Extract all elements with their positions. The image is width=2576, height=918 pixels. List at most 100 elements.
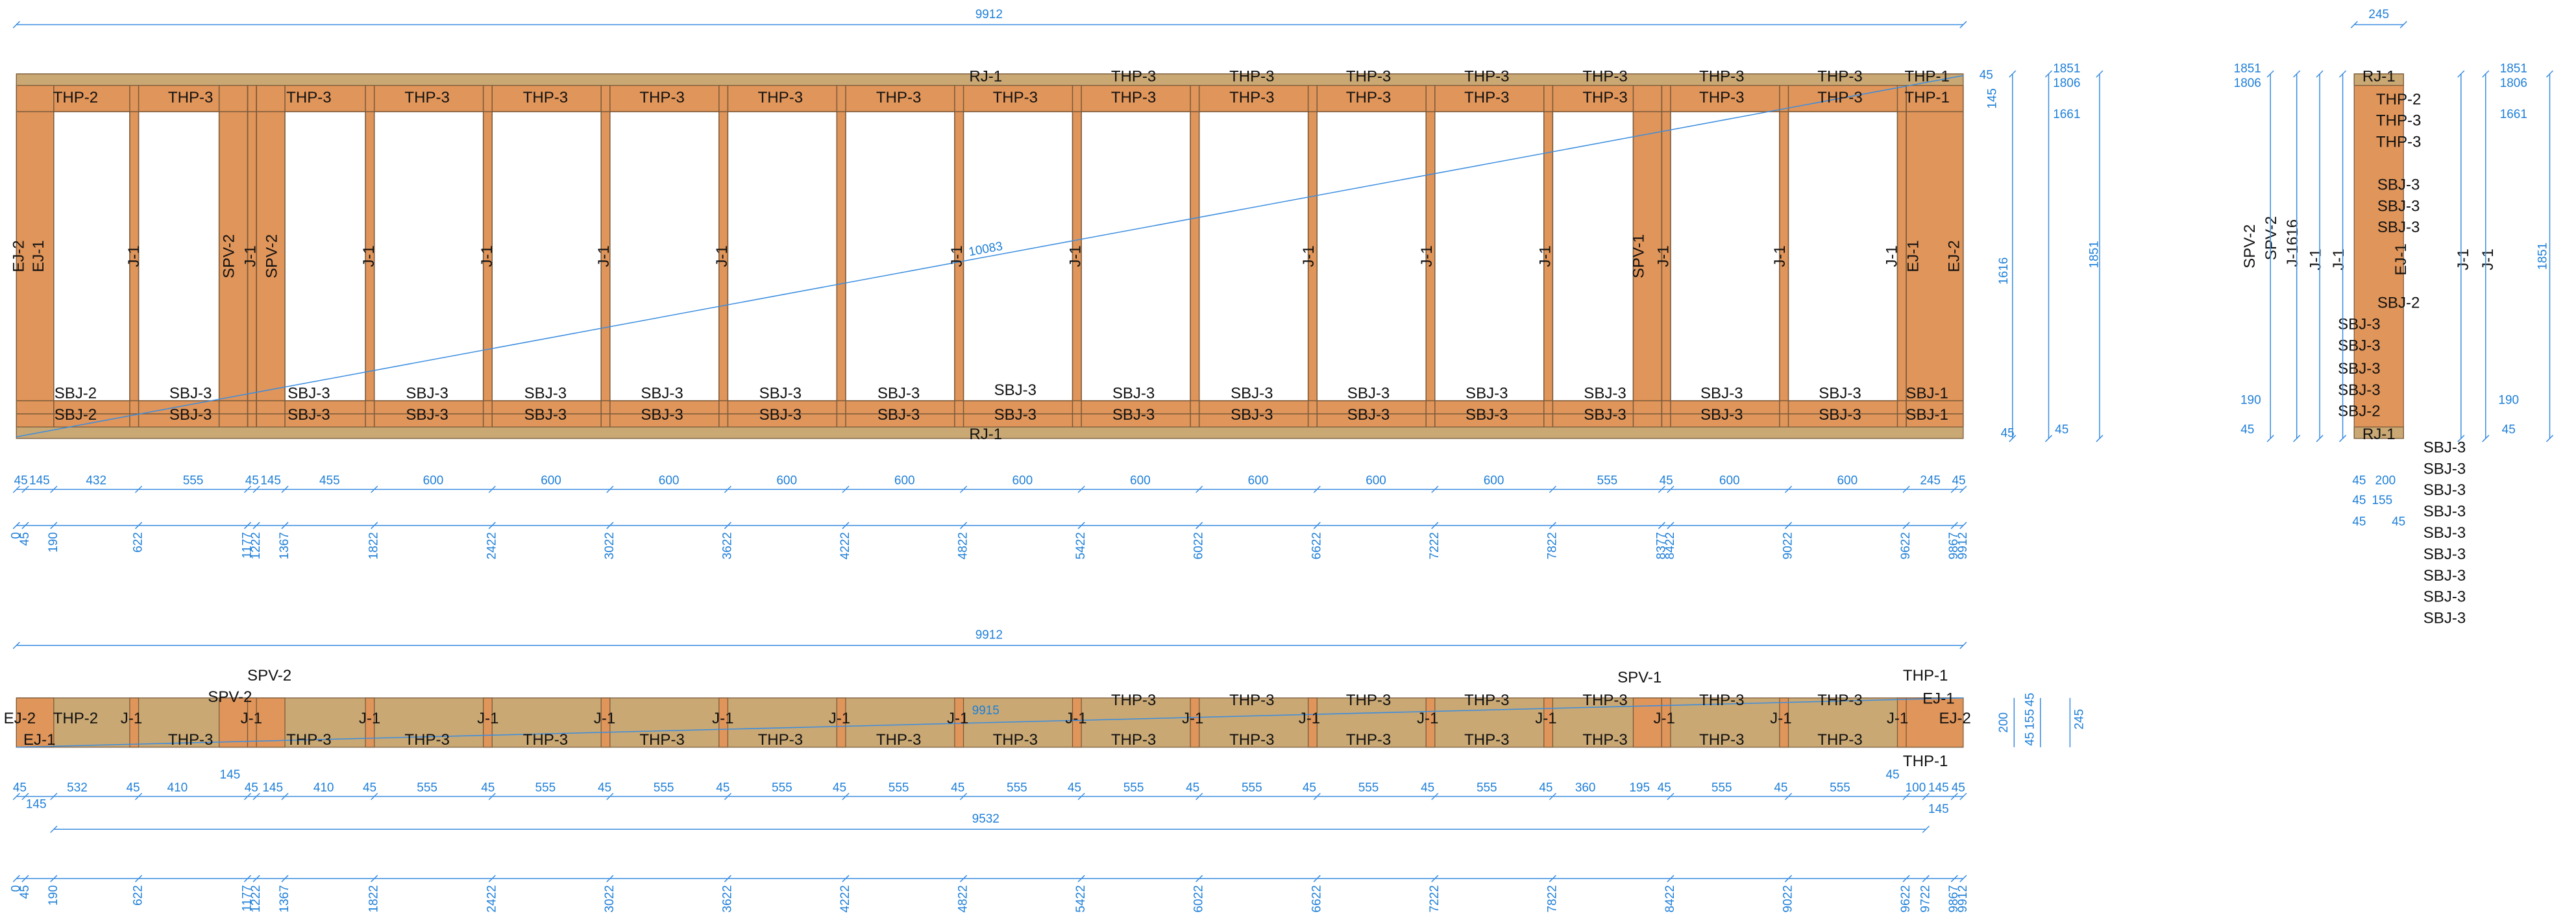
member-label: J-1: [1536, 245, 1554, 267]
dimension-tick: [2096, 70, 2104, 78]
member-label: THP-3: [1111, 89, 1156, 106]
dimension-label: 555: [1597, 474, 1618, 488]
dimension-tick: [842, 793, 850, 801]
dimension-label: 9722: [1919, 885, 1932, 912]
dimension-tick: [724, 485, 731, 493]
dimension-label: 600: [1012, 474, 1033, 488]
member-label: THP-3: [1229, 67, 1274, 85]
dimension-label: 145: [262, 781, 283, 795]
dimension-label: 6022: [1192, 532, 1206, 559]
dimension-label: 1616: [1997, 258, 2011, 285]
dimension-tick: [2293, 435, 2301, 442]
dimension-tick: [1950, 875, 1958, 882]
member-label: J-1: [948, 245, 966, 267]
dimension-tick: [959, 522, 968, 529]
dimension-tick: [50, 875, 58, 882]
member-label: SPV-1: [1617, 669, 1662, 686]
dimension-tick: [842, 485, 850, 493]
member-label: THP-3: [1817, 67, 1862, 85]
member-label: J-1: [1535, 710, 1556, 727]
dimension-tick: [281, 793, 289, 801]
opening: [727, 111, 837, 402]
dimension-label: 360: [1575, 781, 1596, 795]
member-label: SPV-2: [264, 234, 281, 278]
dimension-label: 6022: [1192, 885, 1206, 912]
member-label: SBJ-3: [1112, 406, 1155, 424]
dimension-tick: [2545, 435, 2554, 442]
member-label: EJ-2: [1946, 240, 1963, 272]
dimension-label: 2422: [485, 885, 498, 912]
dimension-tick: [1658, 485, 1665, 493]
member-label: THP-3: [286, 731, 331, 749]
dimension-tick: [724, 875, 731, 882]
member-label: THP-1: [1904, 89, 1949, 106]
dimension-label: 145: [260, 474, 281, 488]
member-label: SBJ-1: [1906, 385, 1948, 402]
dimension-tick: [842, 875, 850, 882]
dimension-label: 3022: [603, 532, 617, 559]
dimension-label: 1851: [2053, 62, 2080, 75]
dimension-label: 45: [2352, 474, 2366, 488]
opening: [1552, 111, 1634, 402]
member-label: THP-3: [1229, 89, 1274, 106]
dimension-label: 45: [951, 781, 964, 795]
dimension-tick: [252, 522, 260, 529]
member-label: THP-3: [286, 89, 331, 106]
dimension-tick: [50, 793, 58, 801]
member-label: THP-3: [876, 731, 921, 749]
member-label: THP-3: [1582, 731, 1627, 749]
member-label: THP-3: [1464, 731, 1509, 749]
dimension-label: 45: [1952, 781, 1965, 795]
dimension-tick: [606, 485, 614, 493]
dimension-label: 6622: [1310, 532, 1323, 559]
member-label: J-1: [2330, 248, 2348, 270]
dimension-label: 600: [1366, 474, 1386, 488]
member-label: EJ-1: [1922, 690, 1954, 708]
plan-stud: [1190, 697, 1200, 748]
dimension-tick: [1077, 875, 1085, 882]
dimension-label: 190: [2498, 394, 2519, 407]
member-label: J-1: [713, 245, 731, 267]
dimension-tick: [1902, 875, 1910, 882]
member-label: THP-3: [1699, 731, 1744, 749]
member-label: SBJ-3: [2423, 439, 2466, 456]
dimension-tick: [252, 485, 260, 493]
dimension-tick: [1077, 793, 1085, 801]
dimension-tick: [371, 485, 378, 493]
member-label: SPV-2: [2241, 224, 2259, 269]
member-label: SBJ-3: [2423, 588, 2466, 606]
dimension-tick: [1549, 793, 1556, 801]
dimension-label: 45: [1660, 474, 1673, 488]
dimension-label: 200: [2375, 474, 2396, 488]
dimension-label: 4222: [839, 532, 852, 559]
member-label: SBJ-3: [1700, 385, 1743, 402]
dimension-tick: [50, 825, 58, 833]
plan-stud: [1425, 697, 1436, 748]
dimension-tick: [2316, 435, 2324, 442]
member-label: J-1: [1770, 710, 1791, 727]
plan-stud: [718, 697, 729, 748]
dimension-tick: [252, 793, 260, 801]
member-label: RJ-1: [2362, 426, 2396, 443]
dimension-label: 4222: [839, 885, 852, 912]
member-label: THP-3: [1817, 692, 1862, 709]
dimension-tick: [488, 485, 496, 493]
dimension-label: 45: [1421, 781, 1434, 795]
dimension-tick: [1922, 825, 1930, 833]
member-label: SBJ-3: [1584, 406, 1626, 424]
dimension-label: 555: [1358, 781, 1379, 795]
member-label: J-1: [2307, 248, 2324, 270]
dimension-tick: [50, 522, 58, 529]
dimension-label: 600: [894, 474, 915, 488]
member-label: SBJ-3: [1466, 385, 1508, 402]
dimension-tick: [12, 642, 20, 649]
dimension-tick: [134, 875, 143, 882]
dimension-label: 45: [2024, 693, 2037, 707]
member-label: SBJ-3: [2423, 460, 2466, 477]
dimension-tick: [1658, 522, 1665, 529]
member-label: SBJ-3: [2377, 219, 2420, 236]
dimension-label: 5422: [1074, 885, 1088, 912]
dimension-label: 45: [1952, 474, 1965, 488]
plan-stud: [365, 697, 375, 748]
dimension-tick: [1902, 522, 1910, 529]
